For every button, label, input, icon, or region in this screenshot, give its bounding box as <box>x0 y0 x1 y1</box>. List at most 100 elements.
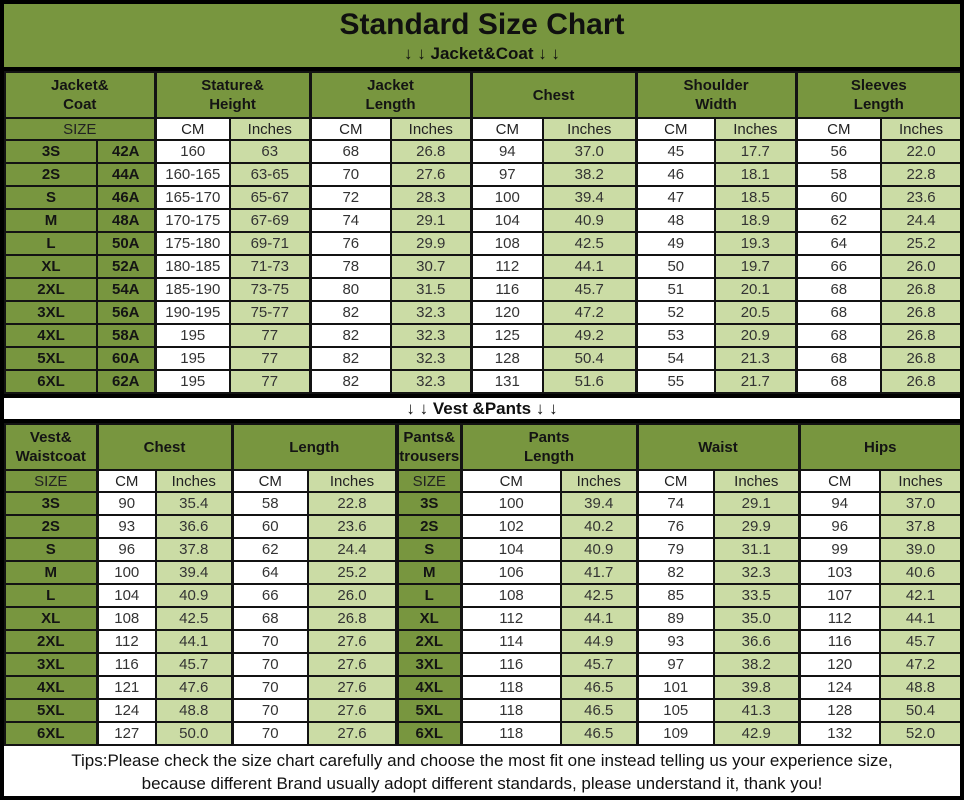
pants-length-cm-cell: 116 <box>459 652 562 677</box>
tips-line-1: Tips:Please check the size chart careful… <box>71 751 893 770</box>
jacket-size-cell: 3S <box>4 139 98 164</box>
stature-cm-cell: 185-190 <box>153 277 232 302</box>
vest-chest-cm-cell: 127 <box>95 721 157 746</box>
waist-cm-cell: 97 <box>635 652 715 677</box>
stature-inches-cell: 77 <box>229 346 312 371</box>
hips-inches-cell: 37.8 <box>879 514 960 539</box>
waist-inches-cell: 41.3 <box>712 698 801 723</box>
jacket-size-code-cell: 56A <box>95 300 157 325</box>
vest-length-cm-cell: 64 <box>230 560 309 585</box>
vest-header-hips: Hips <box>797 423 960 471</box>
hips-inches-cell: 50.4 <box>879 698 960 723</box>
sleeves-inches-cell: 26.8 <box>880 323 960 348</box>
vest-pants-banner: ↓ ↓ Vest &Pants ↓ ↓ <box>406 399 558 418</box>
hips-cm-cell: 96 <box>797 514 882 539</box>
chest-cm-cell: 116 <box>469 277 545 302</box>
jacket-length-inches-cell: 30.7 <box>390 254 473 279</box>
inches-unit-cell: Inches <box>229 117 312 141</box>
hips-cm-cell: 128 <box>797 698 882 723</box>
pants-size-cell: 4XL <box>395 675 462 700</box>
vest-size-cell: 4XL <box>4 675 98 700</box>
vest-size-cell: M <box>4 560 98 585</box>
jacket-length-inches-cell: 31.5 <box>390 277 473 302</box>
sleeves-cm-cell: 58 <box>794 162 883 187</box>
pants-length-inches-cell: 46.5 <box>560 675 638 700</box>
shoulder-inches-cell: 20.9 <box>714 323 798 348</box>
jacket-table-body: 3S 42A 160 63 68 26.8 94 37.0 45 17.7 56… <box>4 139 960 394</box>
vest-length-cm-cell: 68 <box>230 606 309 631</box>
cm-unit-cell: CM <box>794 117 883 141</box>
vest-length-inches-cell: 27.6 <box>307 698 398 723</box>
chest-cm-cell: 108 <box>469 231 545 256</box>
waist-cm-cell: 105 <box>635 698 715 723</box>
shoulder-cm-cell: 48 <box>634 208 717 233</box>
pants-size-cell: S <box>395 537 462 562</box>
vest-chest-cm-cell: 96 <box>95 537 157 562</box>
vest-size-cell: 5XL <box>4 698 98 723</box>
vest-chest-inches-cell: 44.1 <box>155 629 233 654</box>
hips-cm-cell: 120 <box>797 652 882 677</box>
shoulder-inches-cell: 17.7 <box>714 139 798 164</box>
stature-inches-cell: 67-69 <box>229 208 312 233</box>
sleeves-cm-cell: 62 <box>794 208 883 233</box>
shoulder-inches-cell: 20.5 <box>714 300 798 325</box>
pants-length-inches-cell: 42.5 <box>560 583 638 608</box>
shoulder-cm-cell: 47 <box>634 185 717 210</box>
waist-cm-cell: 101 <box>635 675 715 700</box>
pants-length-inches-cell: 41.7 <box>560 560 638 585</box>
sleeves-cm-cell: 68 <box>794 346 883 371</box>
pants-length-inches-cell: 45.7 <box>560 652 638 677</box>
cm-unit-cell: CM <box>635 469 715 493</box>
vest-chest-cm-cell: 108 <box>95 606 157 631</box>
jacket-size-cell: M <box>4 208 98 233</box>
jacket-size-cell: 3XL <box>4 300 98 325</box>
jacket-size-cell: 4XL <box>4 323 98 348</box>
chest-inches-cell: 37.0 <box>542 139 638 164</box>
vest-length-cm-cell: 62 <box>230 537 309 562</box>
vest-units-row: SIZE CM Inches CM Inches SIZE CM Inches … <box>4 469 960 493</box>
inches-unit-cell: Inches <box>714 117 798 141</box>
jacket-length-cm-cell: 82 <box>308 323 393 348</box>
hips-inches-cell: 47.2 <box>879 652 960 677</box>
jacket-size-cell: L <box>4 231 98 256</box>
jacket-length-inches-cell: 32.3 <box>390 346 473 371</box>
jacket-size-cell: 6XL <box>4 369 98 394</box>
vest-length-inches-cell: 26.0 <box>307 583 398 608</box>
stature-cm-cell: 190-195 <box>153 300 232 325</box>
vest-table-row: M 100 39.4 64 25.2 M 106 41.7 82 32.3 10… <box>4 560 960 585</box>
stature-cm-cell: 195 <box>153 323 232 348</box>
stature-inches-cell: 69-71 <box>229 231 312 256</box>
jacket-header-jacket-length: Jacket Length <box>308 71 473 119</box>
pants-length-inches-cell: 40.9 <box>560 537 638 562</box>
chest-inches-cell: 42.5 <box>542 231 638 256</box>
waist-inches-cell: 38.2 <box>712 652 801 677</box>
shoulder-inches-cell: 19.3 <box>714 231 798 256</box>
pants-length-cm-cell: 118 <box>459 675 562 700</box>
chest-inches-cell: 50.4 <box>542 346 638 371</box>
vest-length-cm-cell: 60 <box>230 514 309 539</box>
vest-table-row: L 104 40.9 66 26.0 L 108 42.5 85 33.5 10… <box>4 583 960 608</box>
pants-length-inches-cell: 44.1 <box>560 606 638 631</box>
pants-length-cm-cell: 104 <box>459 537 562 562</box>
vest-table-row: 6XL 127 50.0 70 27.6 6XL 118 46.5 109 42… <box>4 721 960 746</box>
hips-inches-cell: 42.1 <box>879 583 960 608</box>
pants-length-cm-cell: 100 <box>459 491 562 516</box>
vest-chest-inches-cell: 42.5 <box>155 606 233 631</box>
jacket-table-row: M 48A 170-175 67-69 74 29.1 104 40.9 48 … <box>4 208 960 233</box>
vest-length-inches-cell: 26.8 <box>307 606 398 631</box>
jacket-size-code-cell: 54A <box>95 277 157 302</box>
vest-size-cell: 2XL <box>4 629 98 654</box>
stature-cm-cell: 170-175 <box>153 208 232 233</box>
pants-size-cell: 2S <box>395 514 462 539</box>
vest-size-cell: S <box>4 537 98 562</box>
jacket-coat-banner: ↓ ↓ Jacket&Coat ↓ ↓ <box>404 44 560 63</box>
vest-header-waist: Waist <box>635 423 801 471</box>
jacket-length-cm-cell: 70 <box>308 162 393 187</box>
sleeves-inches-cell: 26.8 <box>880 346 960 371</box>
vest-header-pants-trousers: Pants& trousers <box>395 423 462 471</box>
vest-chest-inches-cell: 50.0 <box>155 721 233 746</box>
chest-cm-cell: 94 <box>469 139 545 164</box>
sleeves-inches-cell: 25.2 <box>880 231 960 256</box>
vest-size-cell: 2S <box>4 514 98 539</box>
waist-inches-cell: 42.9 <box>712 721 801 746</box>
